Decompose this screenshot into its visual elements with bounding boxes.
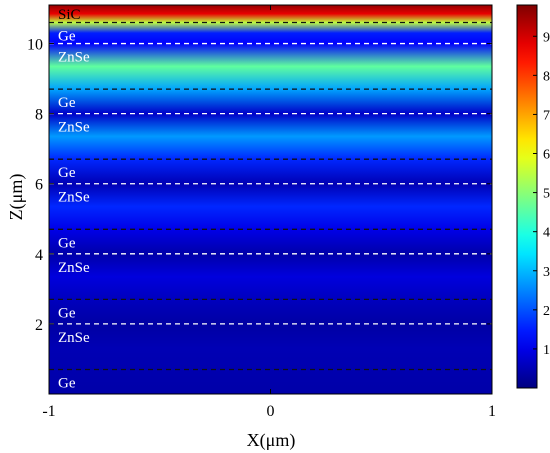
x-tick-label: 0	[267, 403, 275, 420]
layer-label: ZnSe	[58, 50, 90, 66]
layer-interfaces	[49, 21, 492, 371]
colorbar-tick-label: 6	[543, 148, 550, 163]
colorbar: 1 2 3 4 5 6 7 8 9	[516, 4, 550, 389]
layer-labels: Ge ZnSe Ge ZnSe Ge ZnSe Ge ZnSe Ge ZnSe Ge SiC	[58, 7, 90, 391]
x-tick-label: 1	[488, 403, 496, 420]
field-map	[49, 5, 492, 394]
colorbar-tick-label: 9	[543, 30, 550, 45]
colorbar-tick-label: 8	[543, 69, 550, 84]
y-tick-label: 8	[35, 107, 43, 124]
plot-area: Ge ZnSe Ge ZnSe Ge ZnSe Ge ZnSe Ge ZnSe Ge SiC -1 0 1…	[27, 4, 496, 420]
y-tick-label: 2	[35, 317, 43, 334]
layer-label: ZnSe	[58, 120, 90, 136]
y-tick-label: 4	[35, 247, 43, 264]
colorbar-scale	[517, 5, 537, 388]
colorbar-tick-label: 3	[543, 265, 550, 280]
x-tick-label: -1	[42, 403, 55, 420]
x-axis: -1 0 1	[42, 5, 496, 420]
layer-label: ZnSe	[58, 190, 90, 206]
colorbar-tick-label: 4	[543, 226, 550, 241]
y-tick-label: 6	[35, 177, 43, 194]
layer-label: Ge	[58, 95, 76, 111]
layer-label: ZnSe	[58, 330, 90, 346]
layer-label: Ge	[58, 165, 76, 181]
colorbar-frame	[516, 4, 538, 389]
layer-label: Ge	[58, 235, 76, 251]
x-axis-label: X(μm)	[247, 430, 296, 451]
colorbar-tick-label: 1	[543, 343, 550, 358]
colorbar-tick-label: 2	[543, 304, 550, 319]
colorbar-tick-label: 7	[543, 108, 550, 123]
y-axis: 2 4 6 8 10	[27, 37, 492, 334]
layer-label: Ge	[58, 305, 76, 321]
colorbar-ticks: 1 2 3 4 5 6 7 8 9	[533, 30, 550, 358]
layer-label: Ge	[58, 375, 76, 391]
layer-label: SiC	[58, 7, 81, 23]
layer-label: ZnSe	[58, 260, 90, 276]
y-axis-label: Z(μm)	[6, 174, 27, 221]
y-tick-label: 10	[27, 37, 43, 54]
layer-label: Ge	[58, 29, 76, 45]
colorbar-tick-label: 5	[543, 187, 550, 202]
